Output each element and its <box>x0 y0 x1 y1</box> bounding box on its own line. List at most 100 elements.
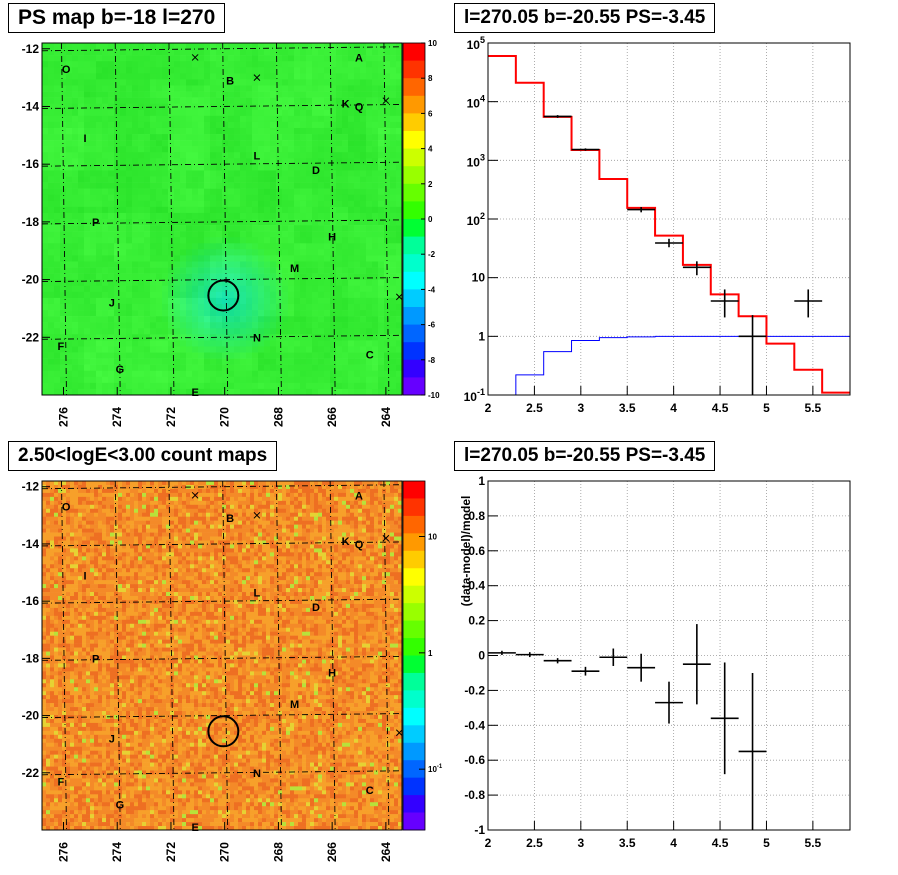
map-pixel <box>82 508 87 514</box>
map-pixel <box>360 352 367 359</box>
map-pixel <box>294 285 301 293</box>
map-pixel <box>108 200 115 208</box>
map-pixel <box>90 488 95 494</box>
map-pixel <box>246 370 253 378</box>
map-pixel <box>306 364 313 372</box>
map-pixel <box>390 158 397 165</box>
x-tick-label: 266 <box>325 407 339 427</box>
map-pixel <box>210 492 215 498</box>
map-pixel <box>144 140 151 147</box>
map-pixel <box>98 481 103 486</box>
map-pixel <box>60 67 67 74</box>
map-pixel <box>396 231 403 238</box>
map-pixel <box>264 115 271 123</box>
map-pixel <box>306 182 313 189</box>
map-pixel <box>210 267 217 274</box>
map-pixel <box>86 484 91 490</box>
map-pixel <box>288 237 295 244</box>
map-pixel <box>126 73 133 80</box>
map-pixel <box>156 109 163 117</box>
map-pixel <box>78 340 85 347</box>
map-pixel <box>210 170 217 177</box>
map-pixel <box>144 388 151 396</box>
map-pixel <box>222 376 229 384</box>
map-pixel <box>54 231 61 238</box>
map-pixel <box>252 364 259 372</box>
map-pixel <box>264 61 271 68</box>
map-pixel <box>108 103 115 111</box>
map-pixel <box>84 237 91 244</box>
map-pixel <box>270 140 277 147</box>
map-pixel <box>252 212 259 220</box>
map-pixel <box>258 115 265 123</box>
map-pixel <box>198 322 205 329</box>
map-pixel <box>162 388 169 396</box>
map-pixel <box>138 91 145 98</box>
map-pixel <box>90 140 97 147</box>
map-pixel <box>204 285 211 293</box>
map-pixel <box>234 146 241 153</box>
map-pixel <box>240 73 247 80</box>
map-pixel <box>240 91 247 98</box>
map-pixel <box>282 67 289 74</box>
map-pixel <box>132 376 139 384</box>
map-pixel <box>72 346 79 353</box>
map-pixel <box>60 91 67 98</box>
map-pixel <box>278 492 283 498</box>
map-pixel <box>310 524 315 529</box>
map-pixel <box>42 512 47 517</box>
map-pixel <box>246 273 253 280</box>
map-pixel <box>270 508 275 514</box>
map-pixel <box>386 500 391 506</box>
map-pixel <box>54 237 61 244</box>
map-pixel <box>138 158 145 165</box>
map-pixel <box>126 140 133 147</box>
map-pixel <box>258 388 265 396</box>
map-pixel <box>144 109 151 117</box>
map-pixel <box>216 376 223 384</box>
map-pixel <box>42 249 49 256</box>
map-pixel <box>78 512 83 517</box>
map-pixel <box>312 97 319 104</box>
map-pixel <box>216 285 223 293</box>
map-pixel <box>288 328 295 335</box>
map-pixel <box>190 520 195 525</box>
map-pixel <box>334 504 339 510</box>
map-pixel <box>150 91 157 98</box>
map-pixel <box>240 358 247 365</box>
map-pixel <box>108 261 115 268</box>
map-pixel <box>216 267 223 274</box>
map-pixel <box>180 206 187 214</box>
map-pixel <box>108 279 115 287</box>
map-pixel <box>396 279 403 287</box>
map-pixel <box>288 297 295 305</box>
map-pixel <box>242 536 247 541</box>
map-pixel <box>330 206 337 214</box>
map-pixel <box>324 158 331 165</box>
map-pixel <box>78 488 83 494</box>
map-pixel <box>210 115 217 123</box>
map-pixel <box>150 170 157 177</box>
map-pixel <box>294 297 301 305</box>
map-pixel <box>342 67 349 74</box>
map-pixel <box>222 243 229 250</box>
map-pixel <box>336 85 343 92</box>
map-pixel <box>90 61 97 68</box>
map-pixel <box>186 140 193 147</box>
map-pixel <box>180 170 187 177</box>
map-pixel <box>174 267 181 274</box>
map-pixel <box>324 370 331 378</box>
map-pixel <box>48 346 55 353</box>
map-pixel <box>138 261 145 268</box>
map-pixel <box>354 255 361 262</box>
map-pixel <box>90 261 97 268</box>
map-pixel <box>288 382 295 390</box>
map-pixel <box>390 488 395 494</box>
map-pixel <box>294 43 301 50</box>
map-pixel <box>202 536 207 541</box>
map-pixel <box>48 146 55 153</box>
map-pixel <box>312 358 319 365</box>
map-pixel <box>132 243 139 250</box>
map-pixel <box>396 115 403 123</box>
map-pixel <box>168 279 175 287</box>
